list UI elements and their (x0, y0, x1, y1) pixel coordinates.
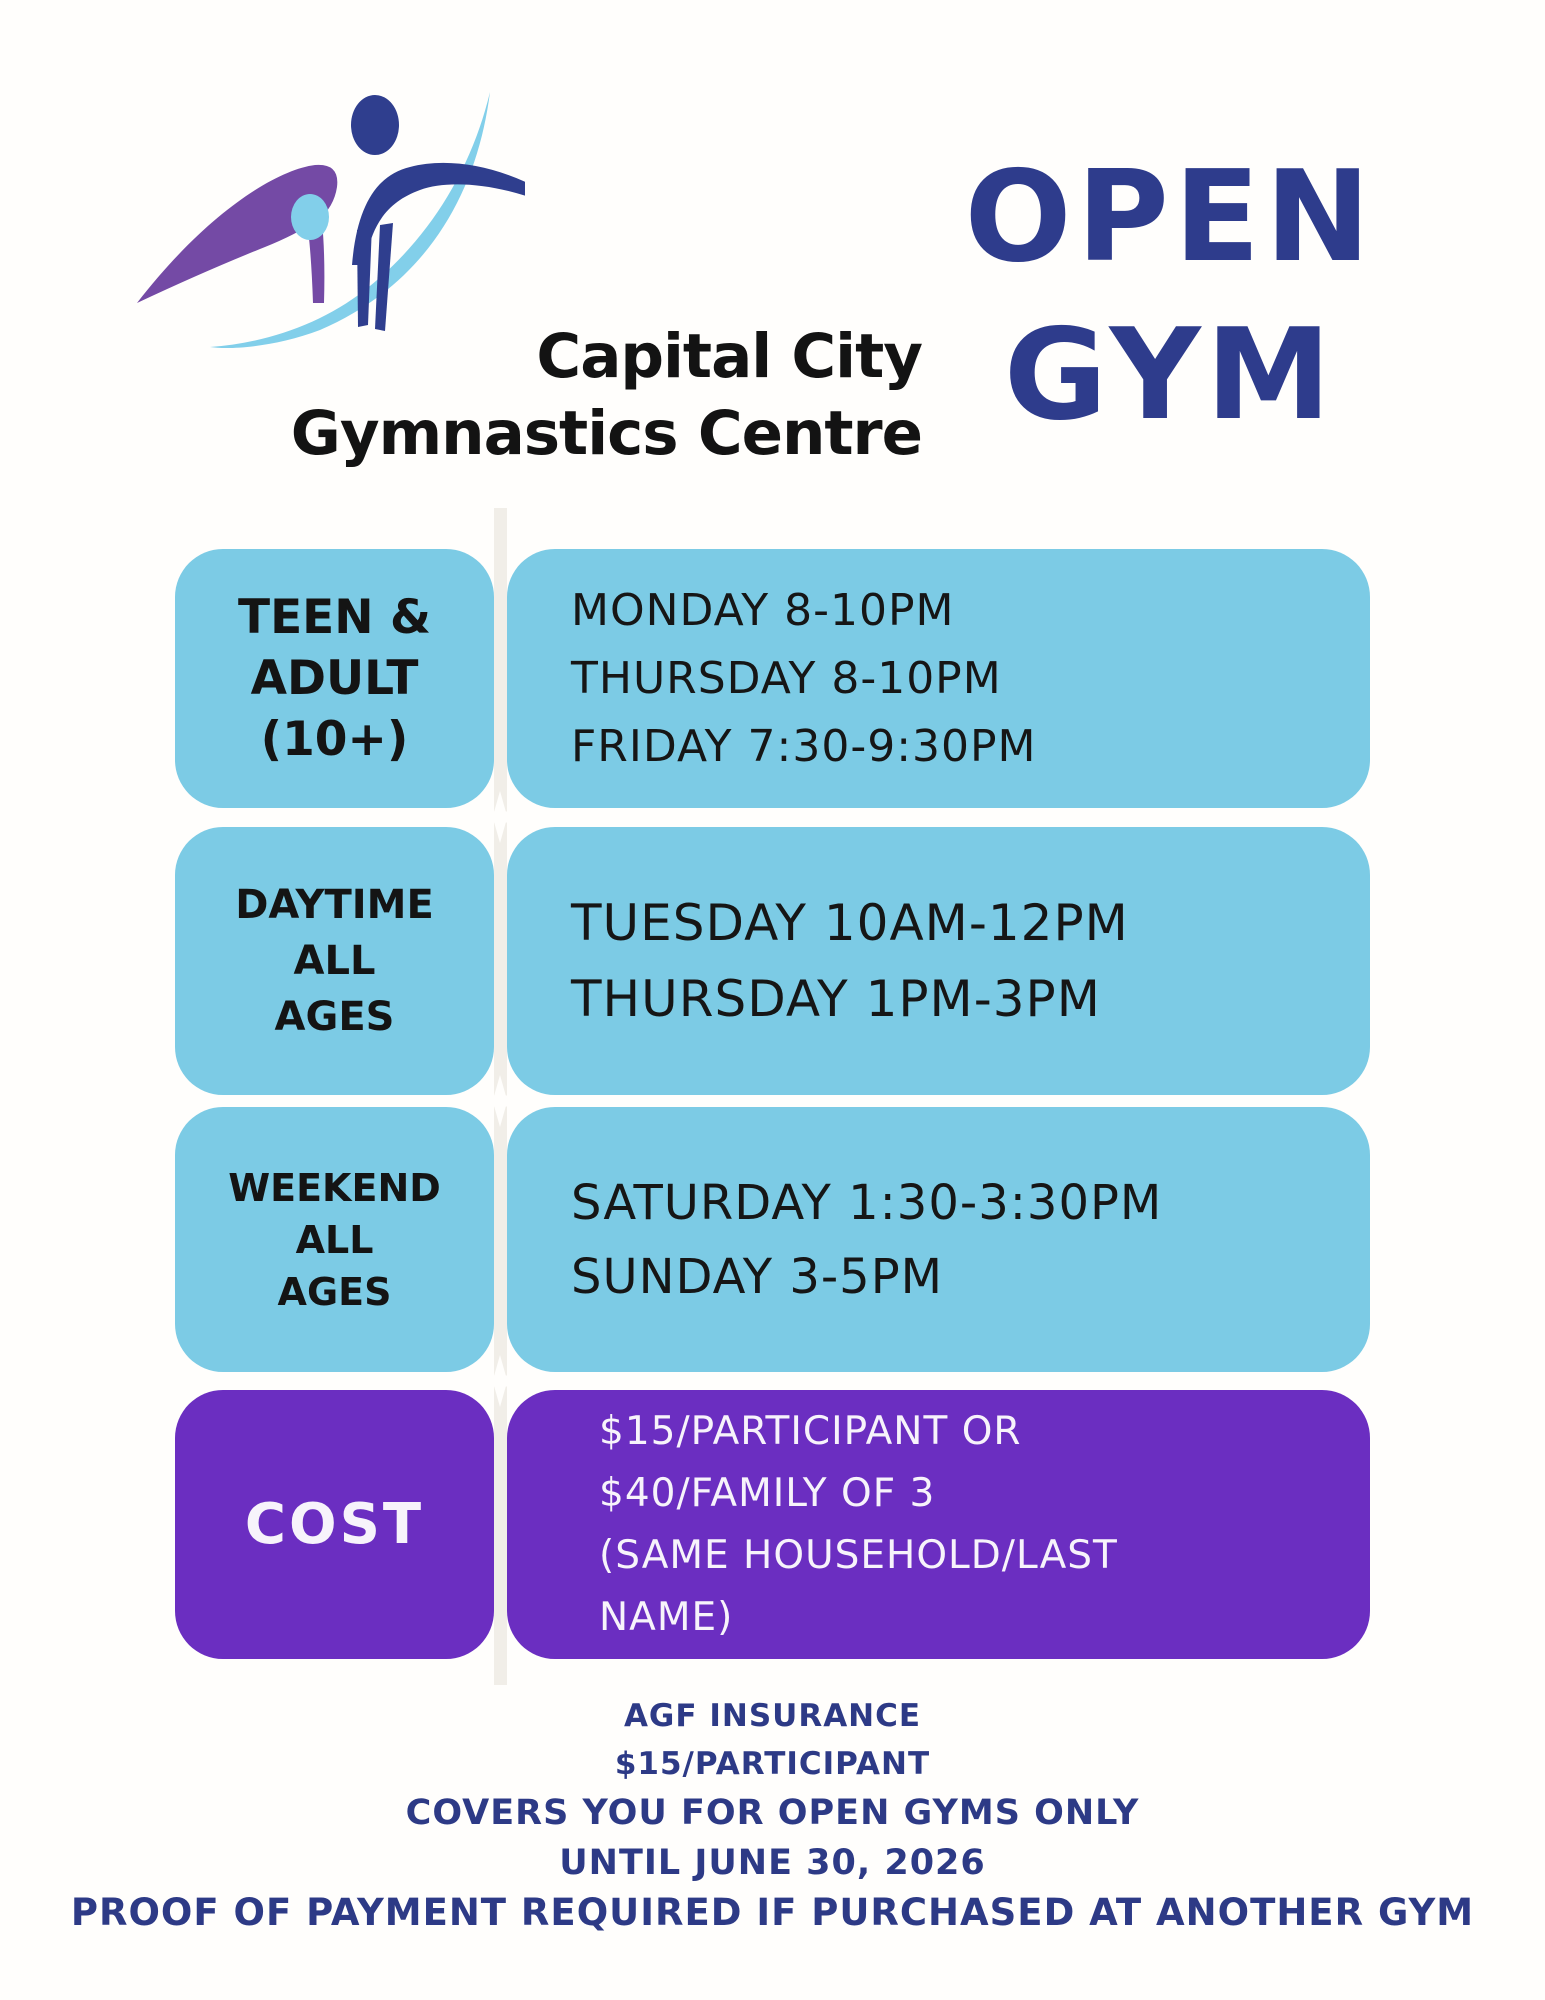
title-line-open: OPEN (964, 143, 1376, 290)
cost-line: (SAME HOUSEHOLD/LAST (599, 1532, 1118, 1578)
schedule-line: SATURDAY 1:30-3:30PM (571, 1174, 1163, 1231)
schedule-line: THURSDAY 1PM-3PM (571, 970, 1101, 1028)
schedule-line: THURSDAY 8-10PM (571, 652, 1002, 704)
row-schedule-daytime: TUESDAY 10AM-12PM THURSDAY 1PM-3PM (507, 827, 1370, 1095)
label-line: ALL (295, 1217, 374, 1262)
label-line: COST (244, 1492, 425, 1557)
cost-line: $40/FAMILY OF 3 (599, 1470, 936, 1516)
row-cost-details: $15/PARTICIPANT OR $40/FAMILY OF 3 (SAME… (507, 1390, 1370, 1659)
cost-line: NAME) (599, 1594, 734, 1640)
schedule-line: SUNDAY 3-5PM (571, 1248, 944, 1305)
label-line: ADULT (250, 651, 419, 706)
label-line: DAYTIME (235, 882, 434, 928)
row-schedule-teen-adult: MONDAY 8-10PM THURSDAY 8-10PM FRIDAY 7:3… (507, 549, 1370, 808)
sparkle-decoration (474, 1355, 526, 1407)
label-line: ALL (293, 938, 376, 984)
schedule-line: TUESDAY 10AM-12PM (571, 894, 1129, 952)
row-label-cost: COST (175, 1390, 494, 1659)
footer-proof-note: PROOF OF PAYMENT REQUIRED IF PURCHASED A… (70, 1891, 1475, 1934)
title-line-gym: GYM (1003, 301, 1337, 448)
row-label-teen-adult: TEEN & ADULT (10+) (175, 549, 494, 808)
sparkle-decoration (474, 1075, 526, 1127)
label-line: WEEKEND (228, 1165, 441, 1210)
footer-coverage-note: COVERS YOU FOR OPEN GYMS ONLY (405, 1793, 1140, 1833)
schedule-line: FRIDAY 7:30-9:30PM (571, 720, 1037, 772)
row-schedule-weekend: SATURDAY 1:30-3:30PM SUNDAY 3-5PM (507, 1107, 1370, 1372)
label-line: (10+) (260, 712, 409, 767)
footer-insurance-price: $15/PARTICIPANT (614, 1746, 931, 1782)
label-line: AGES (274, 994, 395, 1040)
label-line: TEEN & (238, 590, 431, 645)
row-label-weekend: WEEKEND ALL AGES (175, 1107, 494, 1372)
footer-expiry-date: UNTIL JUNE 30, 2026 (559, 1843, 986, 1883)
page-title: OPEN GYM (935, 138, 1405, 454)
logo-wordmark: Capital City Gymnastics Centre (180, 318, 923, 472)
logo-line-2: Gymnastics Centre (290, 398, 923, 469)
label-line: AGES (277, 1269, 392, 1314)
sparkle-decoration (474, 791, 526, 843)
cost-line: $15/PARTICIPANT OR (599, 1408, 1022, 1454)
footer-insurance-title: AGF INSURANCE (623, 1698, 922, 1734)
row-label-daytime: DAYTIME ALL AGES (175, 827, 494, 1095)
logo-line-1: Capital City (536, 321, 923, 392)
schedule-line: MONDAY 8-10PM (571, 584, 955, 636)
gymnasts-logo-icon (137, 92, 525, 349)
